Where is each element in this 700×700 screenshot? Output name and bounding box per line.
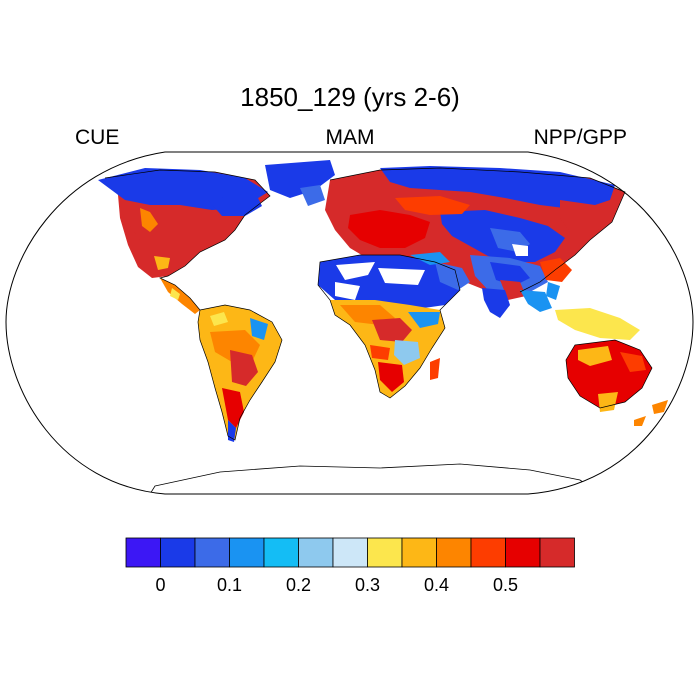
colorbar-box bbox=[436, 537, 472, 568]
north-america-region bbox=[98, 168, 270, 314]
map-frame bbox=[5, 151, 694, 495]
variable-label: CUE bbox=[75, 126, 120, 149]
oceania-region bbox=[555, 308, 668, 426]
north-africa-region bbox=[318, 252, 470, 310]
south-asia-region bbox=[482, 288, 552, 318]
colorbar-box bbox=[367, 537, 403, 568]
africa-region bbox=[330, 300, 445, 398]
colorbar-tick-label: 0.1 bbox=[217, 575, 242, 595]
colorbar-box bbox=[125, 537, 161, 568]
colorbar-box bbox=[298, 537, 334, 568]
colorbar-box bbox=[263, 537, 299, 568]
season-label: MAM bbox=[325, 126, 375, 149]
colorbar-box bbox=[470, 537, 506, 568]
colorbar-box bbox=[539, 537, 575, 568]
units-label: NPP/GPP bbox=[533, 126, 627, 149]
map-title: 1850_129 (yrs 2-6) bbox=[240, 82, 460, 112]
south-america-region bbox=[198, 305, 282, 442]
colorbar-tick-label: 0.2 bbox=[286, 575, 311, 595]
colorbar-box bbox=[160, 537, 196, 568]
eurasia-region bbox=[325, 166, 625, 300]
colorbar-tick-label: 0.5 bbox=[493, 575, 518, 595]
greenland-region bbox=[265, 160, 335, 206]
coastlines bbox=[104, 167, 653, 441]
colorbar-tick-label: 0 bbox=[155, 575, 165, 595]
colorbar-tick-label: 0.4 bbox=[424, 575, 449, 595]
colorbar-box bbox=[229, 537, 265, 568]
colorbar-tick-label: 0.3 bbox=[355, 575, 380, 595]
antarctica-outline bbox=[149, 463, 602, 494]
colorbar-box bbox=[505, 537, 541, 568]
colorbar-box bbox=[332, 537, 368, 568]
colorbar-box bbox=[401, 537, 437, 568]
colorbar-box bbox=[194, 537, 230, 568]
